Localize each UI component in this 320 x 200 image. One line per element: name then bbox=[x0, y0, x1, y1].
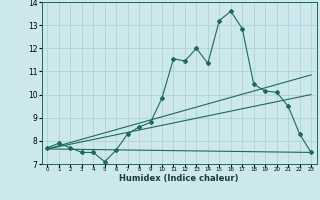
X-axis label: Humidex (Indice chaleur): Humidex (Indice chaleur) bbox=[119, 174, 239, 183]
